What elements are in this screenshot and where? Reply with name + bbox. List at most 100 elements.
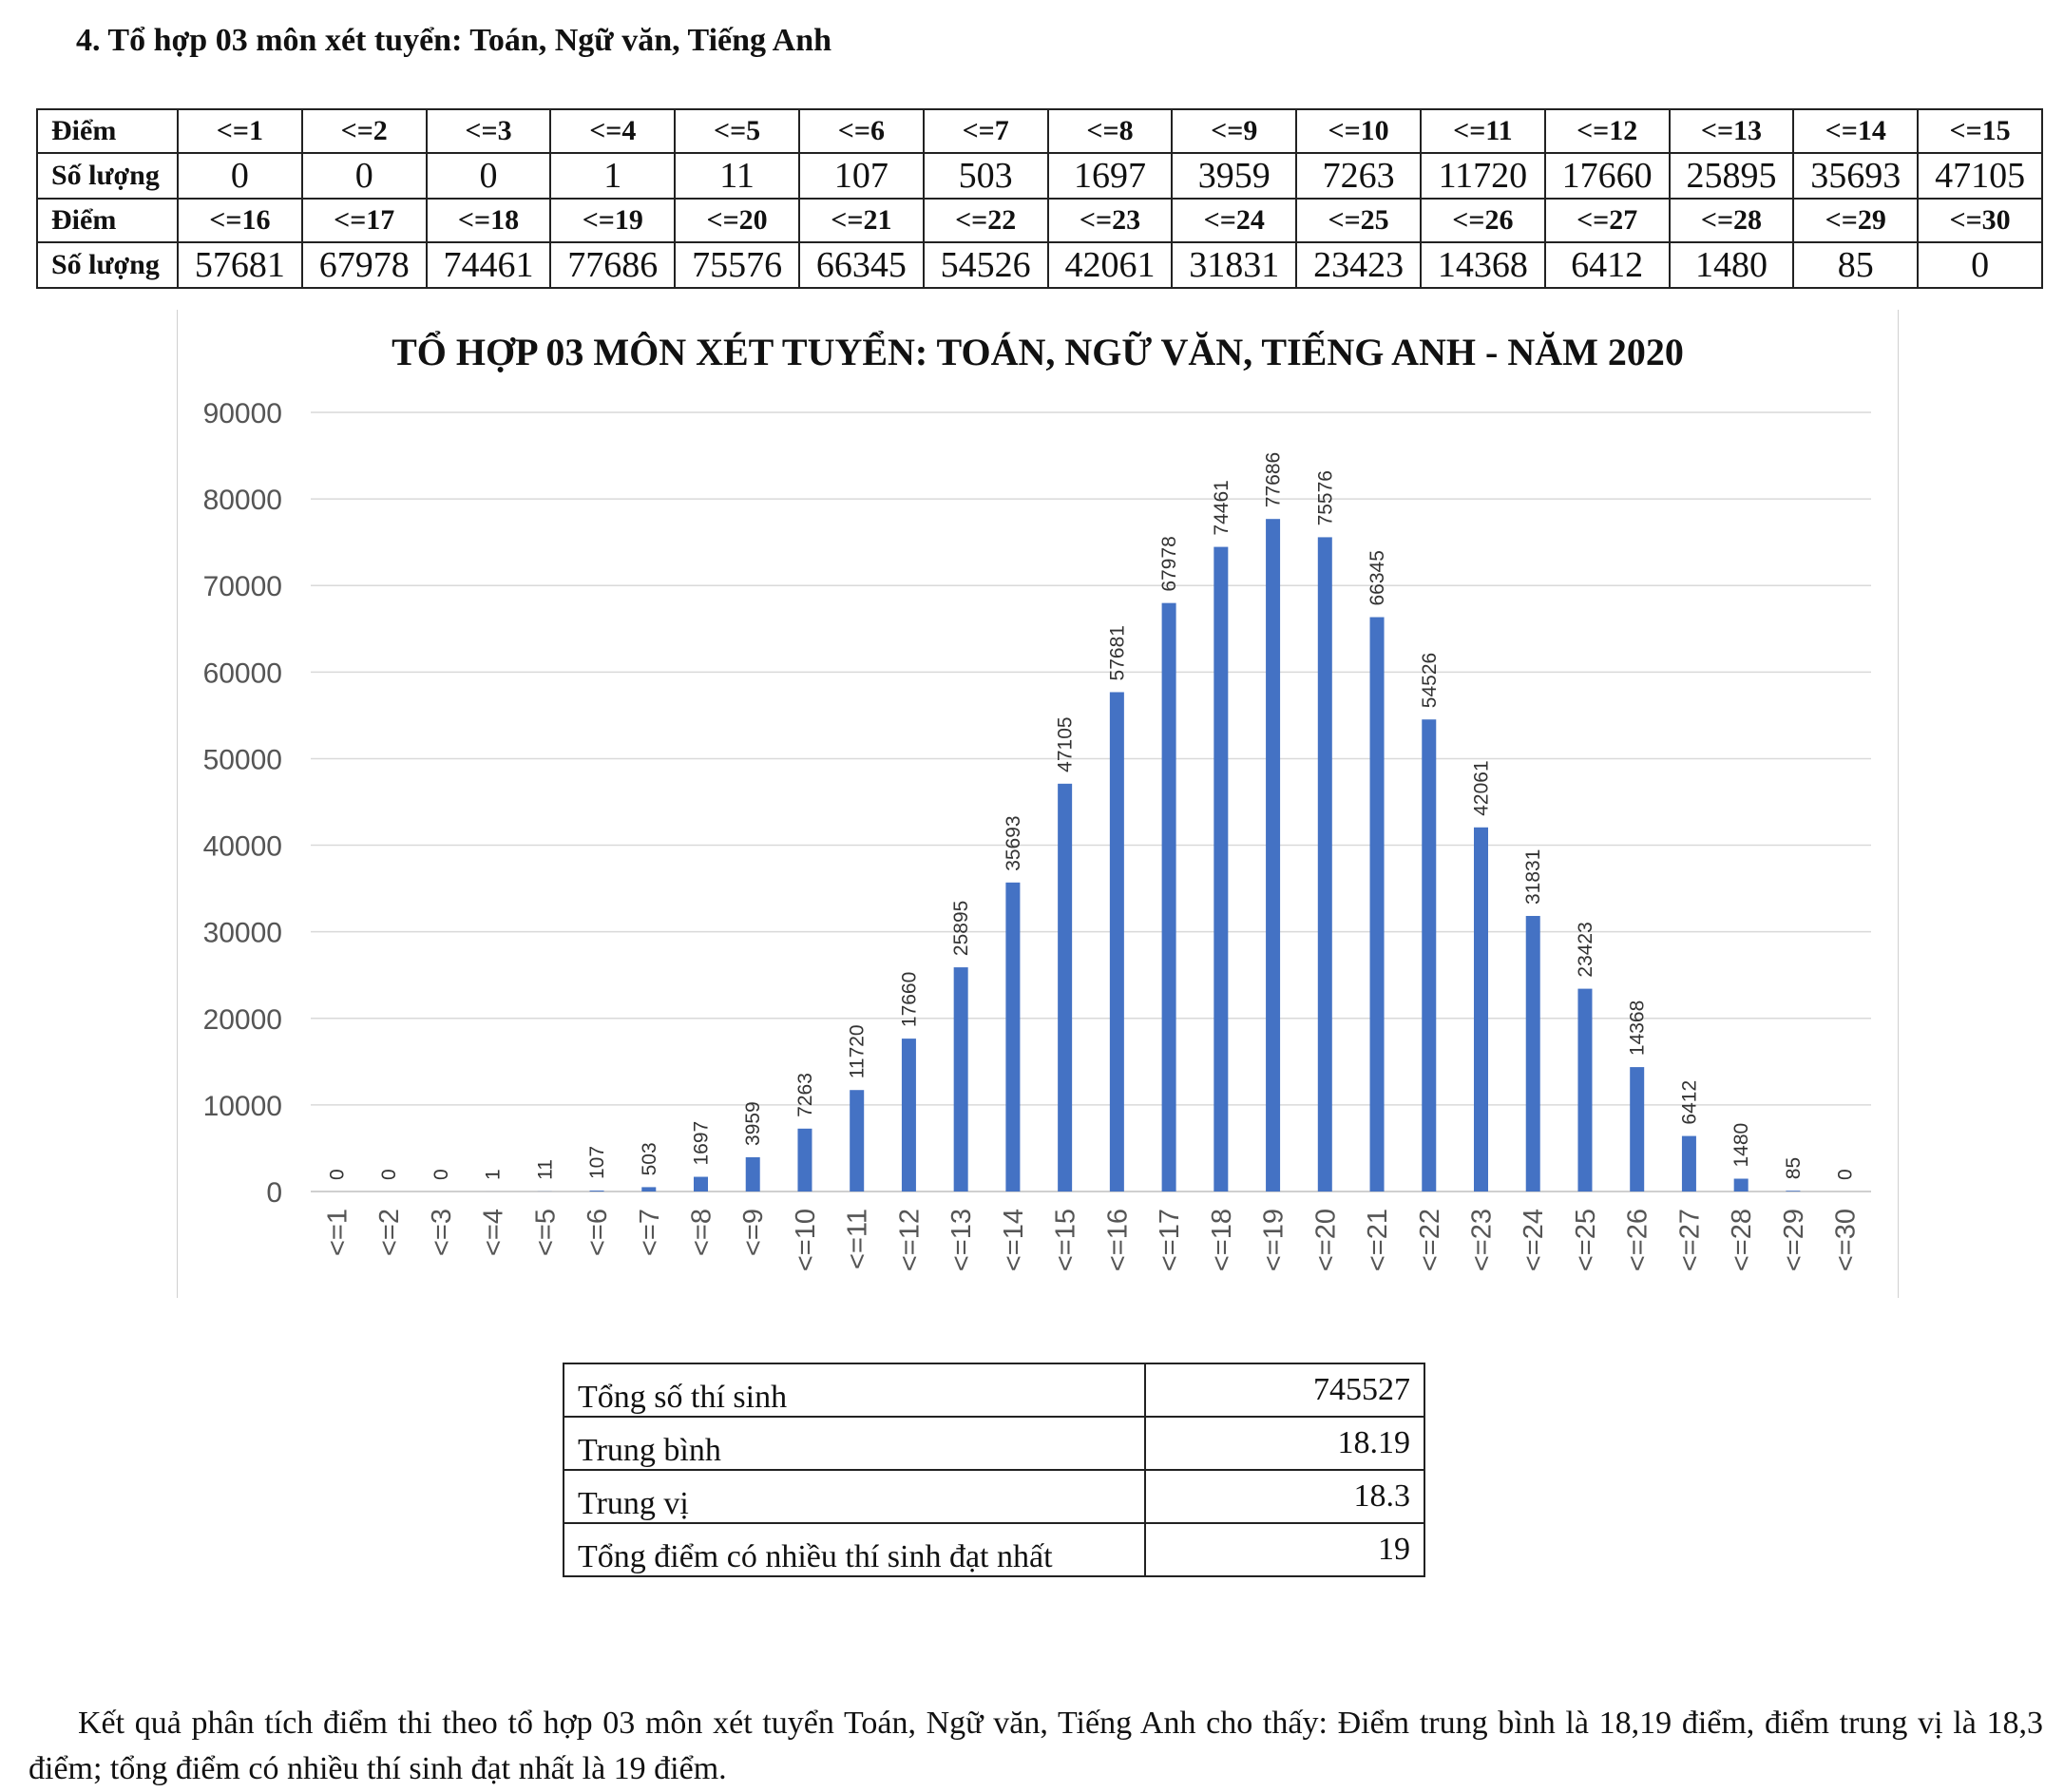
table-cell: <=1	[178, 109, 302, 153]
x-tick-label: <=6	[583, 1209, 613, 1256]
x-tick-label: <=4	[479, 1209, 509, 1256]
table-cell: <=22	[924, 199, 1048, 242]
x-tick-label: <=13	[946, 1209, 977, 1271]
y-tick-label: 40000	[203, 831, 282, 863]
table-cell: 1480	[1670, 242, 1794, 288]
table-cell: <=9	[1172, 109, 1296, 153]
bar	[1474, 828, 1488, 1191]
y-tick-label: 70000	[203, 571, 282, 602]
x-tick-label: <=24	[1519, 1209, 1549, 1271]
table-row: Trung bình 18.19	[564, 1417, 1424, 1470]
table-cell: 0	[427, 153, 551, 199]
table-row: Điểm <=16 <=17 <=18 <=19 <=20 <=21 <=22 …	[37, 199, 2042, 242]
table-cell: <=5	[675, 109, 799, 153]
table-cell: <=19	[550, 199, 675, 242]
table-cell: 6412	[1545, 242, 1670, 288]
table-cell: <=14	[1793, 109, 1918, 153]
table-cell: 77686	[550, 242, 675, 288]
data-label: 66345	[1366, 550, 1388, 605]
table-cell: 54526	[924, 242, 1048, 288]
table-cell: 0	[1918, 242, 2042, 288]
bar	[1422, 719, 1436, 1191]
data-label: 54526	[1419, 653, 1441, 708]
stat-value: 18.19	[1145, 1417, 1424, 1470]
data-label: 31831	[1522, 849, 1544, 905]
x-tick-label: <=10	[791, 1209, 821, 1271]
table-cell: 67978	[302, 242, 427, 288]
table-cell: 35693	[1793, 153, 1918, 199]
table-cell: <=20	[675, 199, 799, 242]
bar	[797, 1129, 812, 1191]
bar	[1110, 692, 1124, 1191]
data-label: 77686	[1263, 452, 1285, 507]
table-cell: <=11	[1421, 109, 1545, 153]
bar	[1318, 537, 1332, 1191]
table-cell: <=3	[427, 109, 551, 153]
x-tick-label: <=18	[1207, 1209, 1237, 1271]
table-cell: 57681	[178, 242, 302, 288]
data-label: 11720	[847, 1024, 869, 1078]
table-cell: <=27	[1545, 199, 1670, 242]
table-cell: <=26	[1421, 199, 1545, 242]
data-label: 7263	[794, 1073, 816, 1117]
table-row: Tổng điểm có nhiều thí sinh đạt nhất 19	[564, 1523, 1424, 1576]
y-tick-label: 10000	[203, 1091, 282, 1122]
bar	[1370, 618, 1385, 1191]
x-tick-label: <=1	[322, 1209, 353, 1256]
table-cell: <=25	[1296, 199, 1421, 242]
data-label: 503	[639, 1142, 660, 1175]
bar	[1682, 1136, 1696, 1191]
x-tick-label: <=14	[999, 1209, 1029, 1271]
table-row: Điểm <=1 <=2 <=3 <=4 <=5 <=6 <=7 <=8 <=9…	[37, 109, 2042, 153]
bar	[641, 1187, 656, 1191]
data-label: 1	[483, 1169, 505, 1180]
table-cell: 0	[178, 153, 302, 199]
data-label: 0	[378, 1169, 400, 1180]
table-cell: 23423	[1296, 242, 1421, 288]
row-label-so-luong: Số lượng	[37, 242, 178, 288]
table-cell: 85	[1793, 242, 1918, 288]
data-label: 0	[1835, 1169, 1857, 1180]
table-cell: 66345	[799, 242, 924, 288]
x-tick-label: <=7	[635, 1209, 665, 1256]
data-label: 23423	[1575, 922, 1596, 977]
table-cell: <=17	[302, 199, 427, 242]
table-cell: 0	[302, 153, 427, 199]
score-distribution-table: Điểm <=1 <=2 <=3 <=4 <=5 <=6 <=7 <=8 <=9…	[36, 108, 2043, 289]
bar	[746, 1157, 760, 1191]
bar	[1630, 1067, 1644, 1191]
table-cell: <=16	[178, 199, 302, 242]
stat-label: Trung bình	[564, 1417, 1145, 1470]
bar	[1577, 989, 1592, 1191]
data-label: 57681	[1106, 625, 1128, 680]
table-cell: 31831	[1172, 242, 1296, 288]
x-tick-label: <=15	[1051, 1209, 1081, 1271]
table-cell: <=24	[1172, 199, 1296, 242]
bar	[1058, 784, 1072, 1191]
row-label-diem: Điểm	[37, 199, 178, 242]
y-tick-label: 80000	[203, 485, 282, 516]
table-cell: <=6	[799, 109, 924, 153]
table-cell: 17660	[1545, 153, 1670, 199]
x-tick-label: <=25	[1571, 1209, 1601, 1271]
x-tick-label: <=9	[738, 1209, 769, 1256]
stat-value: 18.3	[1145, 1470, 1424, 1523]
summary-stats-table: Tổng số thí sinh 745527 Trung bình 18.19…	[563, 1363, 1425, 1577]
table-cell: 47105	[1918, 153, 2042, 199]
data-label: 74461	[1211, 480, 1233, 535]
table-cell: 74461	[427, 242, 551, 288]
stat-label: Tổng số thí sinh	[564, 1363, 1145, 1417]
data-label: 67978	[1158, 536, 1180, 591]
table-cell: <=29	[1793, 199, 1918, 242]
table-cell: <=21	[799, 199, 924, 242]
data-label: 1480	[1730, 1123, 1752, 1168]
table-cell: 11	[675, 153, 799, 199]
stat-value: 19	[1145, 1523, 1424, 1576]
table-cell: 25895	[1670, 153, 1794, 199]
table-cell: <=13	[1670, 109, 1794, 153]
data-label: 47105	[1055, 716, 1077, 772]
table-cell: <=7	[924, 109, 1048, 153]
data-label: 107	[586, 1146, 608, 1179]
x-tick-label: <=30	[1831, 1209, 1862, 1271]
data-label: 85	[1783, 1157, 1805, 1179]
